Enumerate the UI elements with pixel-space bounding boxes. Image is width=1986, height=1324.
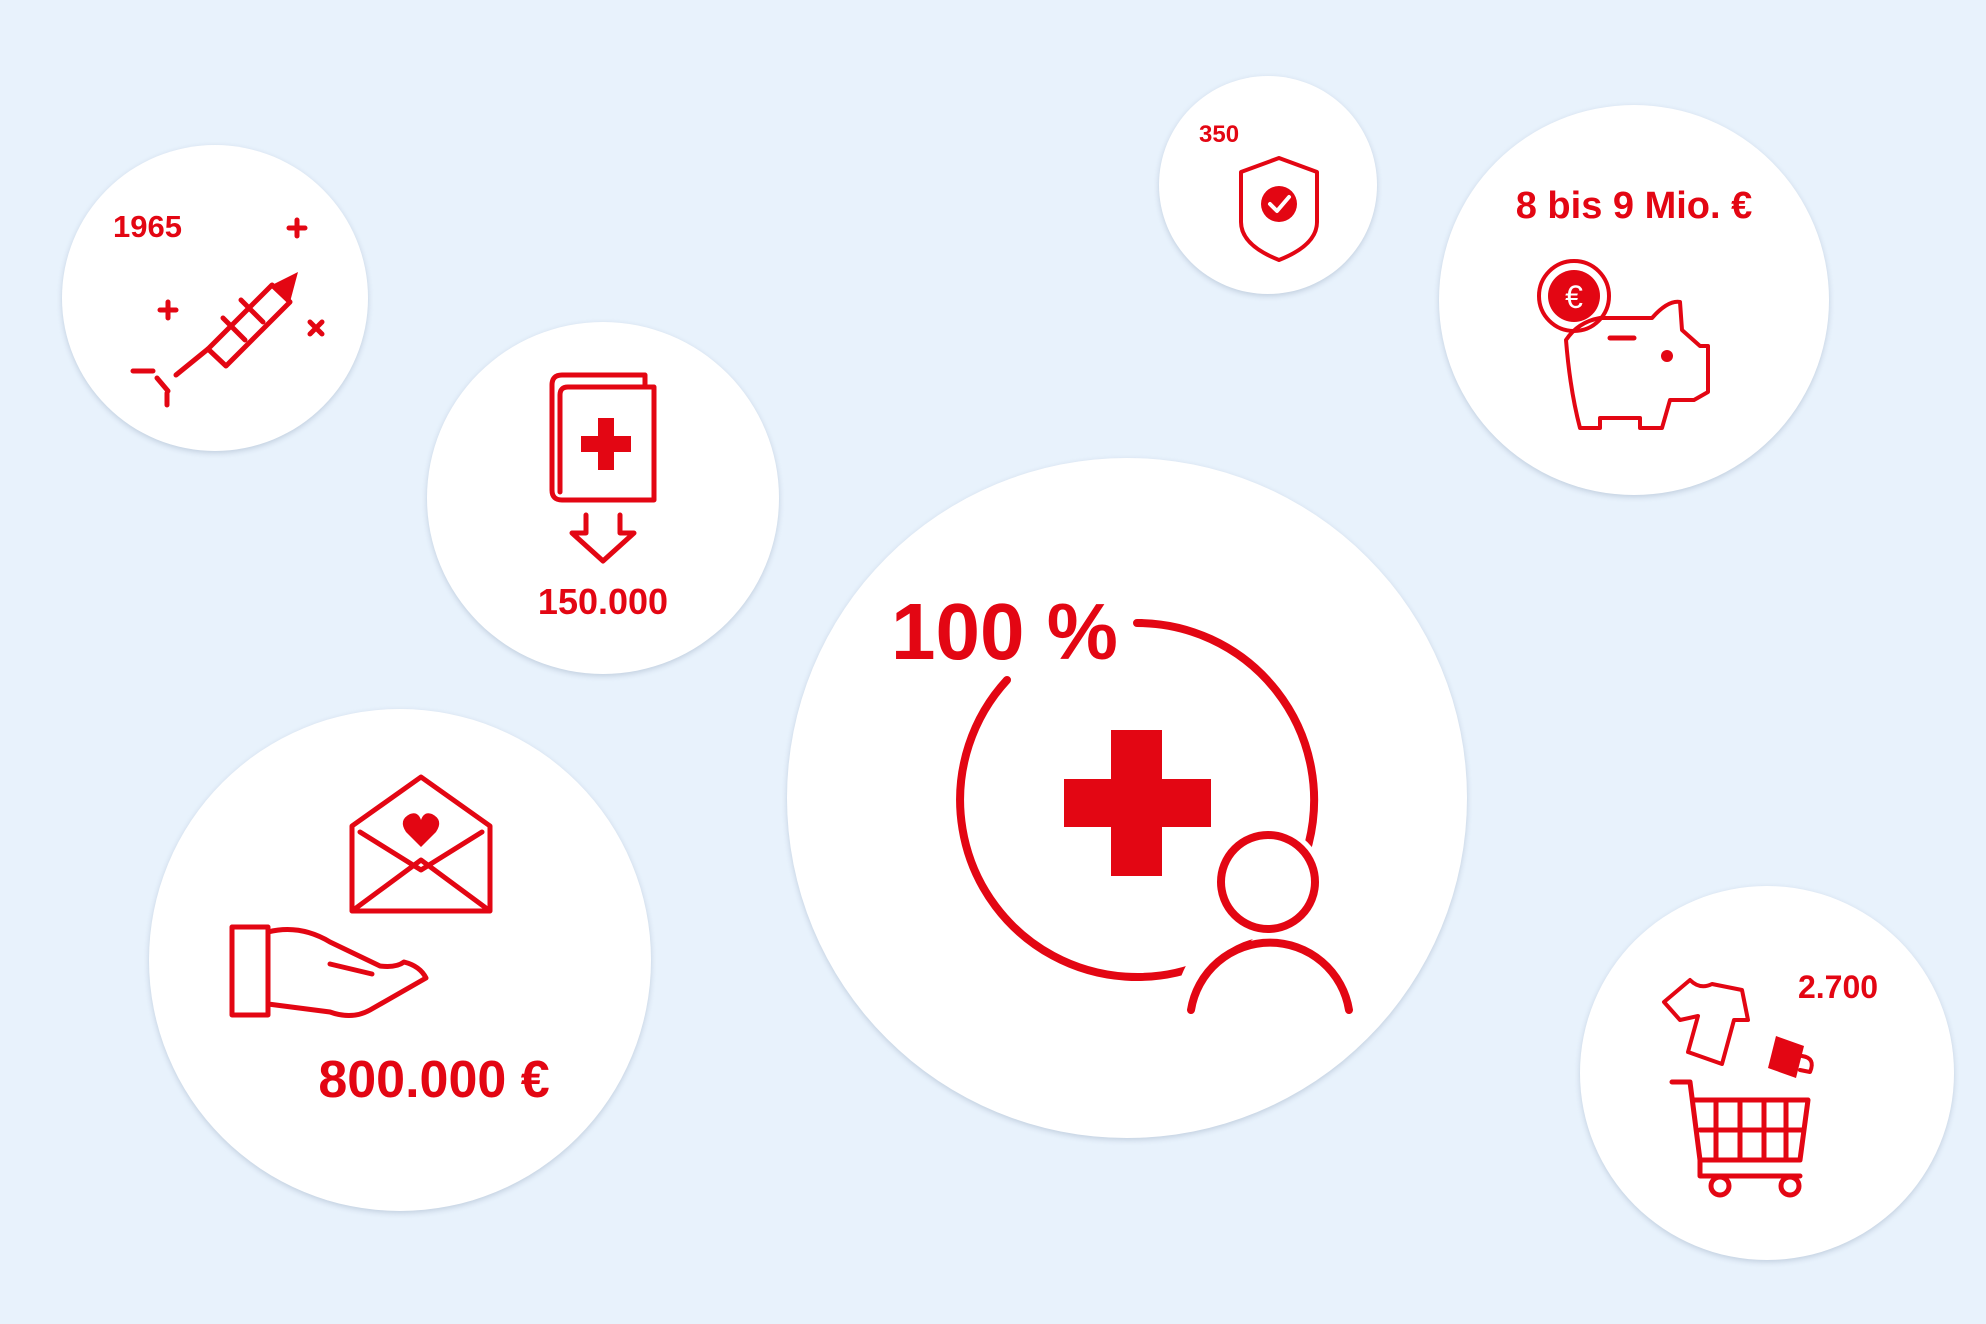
first-aid-book-download-icon	[549, 372, 657, 564]
bubble-background	[1580, 886, 1954, 1260]
savings-label: 8 bis 9 Mio. €	[1516, 185, 1753, 227]
percentage-label: 100 %	[891, 587, 1118, 676]
bubble-background	[1439, 105, 1829, 495]
shopping-cart-clothes-icon	[1662, 978, 1814, 1198]
bubble-background	[149, 709, 651, 1211]
founding-year-label: 1965	[113, 209, 182, 244]
shield-check-icon	[1239, 156, 1319, 262]
bubble-background	[1159, 76, 1377, 294]
bubble-percentage: 100 %	[787, 458, 1467, 1138]
shield-count-label: 350	[1199, 121, 1239, 148]
book-count-label: 150.000	[538, 581, 668, 622]
bubble-shops: 2.700	[1580, 886, 1954, 1260]
bubble-donations: 800.000 €	[149, 709, 651, 1211]
bubble-shield: 350	[1159, 76, 1377, 294]
bubble-first-aid-book: 150.000	[427, 322, 779, 674]
hand-donation-envelope-icon	[229, 774, 493, 1018]
svg-text:€: €	[1565, 279, 1583, 315]
donations-label: 800.000 €	[318, 1051, 549, 1109]
red-cross-person-ring-icon	[956, 619, 1365, 1014]
rocket-firework-icon	[130, 217, 325, 408]
shops-count-label: 2.700	[1798, 969, 1878, 1005]
bubble-savings: 8 bis 9 Mio. € €	[1439, 105, 1829, 495]
piggy-bank-euro-icon: €	[1537, 259, 1710, 430]
bubble-founding-year: 1965	[62, 145, 368, 451]
bubble-background	[62, 145, 368, 451]
